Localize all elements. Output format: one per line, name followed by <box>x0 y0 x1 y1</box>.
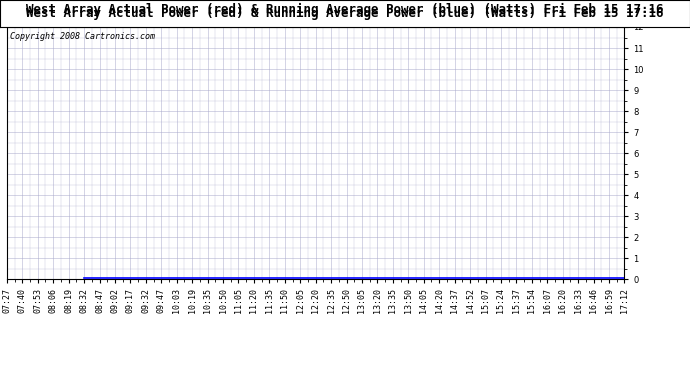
Text: West Array Actual Power (red) & Running Average Power (blue) (Watts) Fri Feb 15 : West Array Actual Power (red) & Running … <box>26 7 664 20</box>
Text: West Array Actual Power (red) & Running Average Power (blue) (Watts) Fri Feb 15 : West Array Actual Power (red) & Running … <box>26 3 664 16</box>
Text: Copyright 2008 Cartronics.com: Copyright 2008 Cartronics.com <box>10 32 155 41</box>
